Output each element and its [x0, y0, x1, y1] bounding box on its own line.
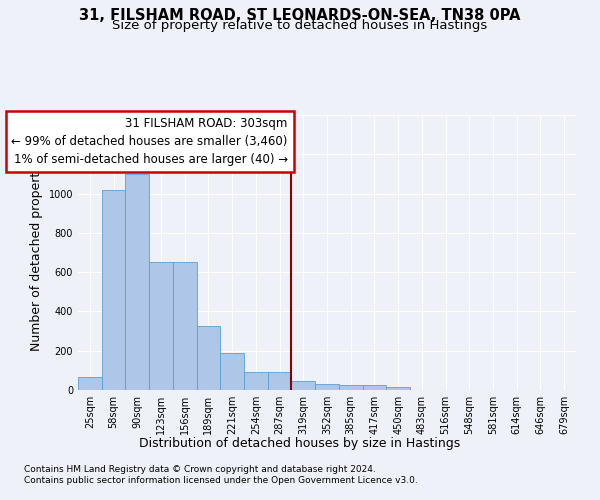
Bar — [125, 174, 149, 390]
Bar — [268, 372, 292, 390]
Bar — [244, 372, 268, 390]
Text: Size of property relative to detached houses in Hastings: Size of property relative to detached ho… — [112, 18, 488, 32]
Text: 31, FILSHAM ROAD, ST LEONARDS-ON-SEA, TN38 0PA: 31, FILSHAM ROAD, ST LEONARDS-ON-SEA, TN… — [79, 8, 521, 22]
Bar — [102, 190, 125, 390]
Bar — [386, 387, 410, 390]
Bar — [339, 385, 362, 390]
Bar — [315, 384, 339, 390]
Bar — [173, 262, 197, 390]
Bar — [197, 326, 220, 390]
Bar — [362, 385, 386, 390]
Text: 31 FILSHAM ROAD: 303sqm
← 99% of detached houses are smaller (3,460)
1% of semi-: 31 FILSHAM ROAD: 303sqm ← 99% of detache… — [11, 117, 288, 166]
Text: Contains HM Land Registry data © Crown copyright and database right 2024.: Contains HM Land Registry data © Crown c… — [24, 465, 376, 474]
Text: Distribution of detached houses by size in Hastings: Distribution of detached houses by size … — [139, 438, 461, 450]
Bar — [78, 377, 102, 390]
Bar — [149, 262, 173, 390]
Y-axis label: Number of detached properties: Number of detached properties — [30, 154, 43, 351]
Text: Contains public sector information licensed under the Open Government Licence v3: Contains public sector information licen… — [24, 476, 418, 485]
Bar — [220, 352, 244, 390]
Bar — [292, 381, 315, 390]
